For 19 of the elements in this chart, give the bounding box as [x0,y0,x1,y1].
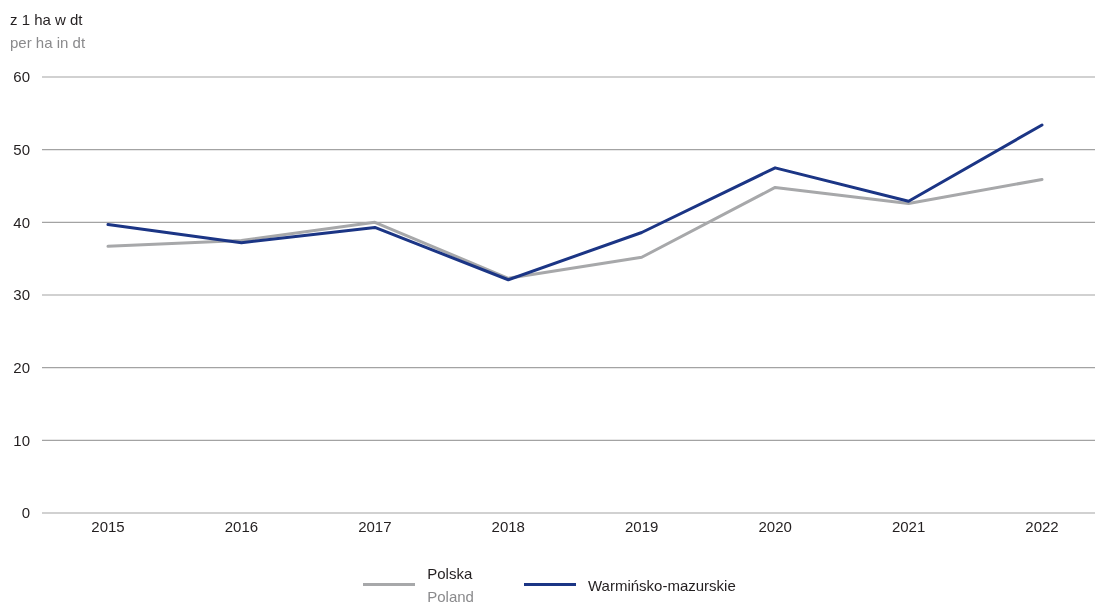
y-tick-label: 10 [13,431,30,449]
line-series [106,123,1044,282]
y-tick-label: 0 [21,504,30,522]
y-tick-label: 60 [13,68,30,86]
x-tick-label: 2021 [891,517,926,535]
y-tick-label: 20 [13,358,30,376]
x-tick-label: 2018 [491,517,525,535]
y-tick-label: 40 [13,213,30,231]
x-tick-label: 2016 [224,517,259,535]
x-tick-label: 2017 [358,517,392,535]
y-tick-label: 50 [13,140,30,158]
x-tick-label: 2015 [91,517,125,535]
y-axis-title: z 1 ha w dt per ha in dt [10,10,86,53]
x-tick-label: 2022 [1025,517,1059,535]
legend-label: Polska Poland [427,564,474,605]
x-tick-label: 2020 [758,517,792,535]
y-tick-label: 30 [13,286,30,304]
legend-label: Warmińsko-mazurskie [587,576,736,596]
x-tick-label: 2019 [625,517,659,535]
